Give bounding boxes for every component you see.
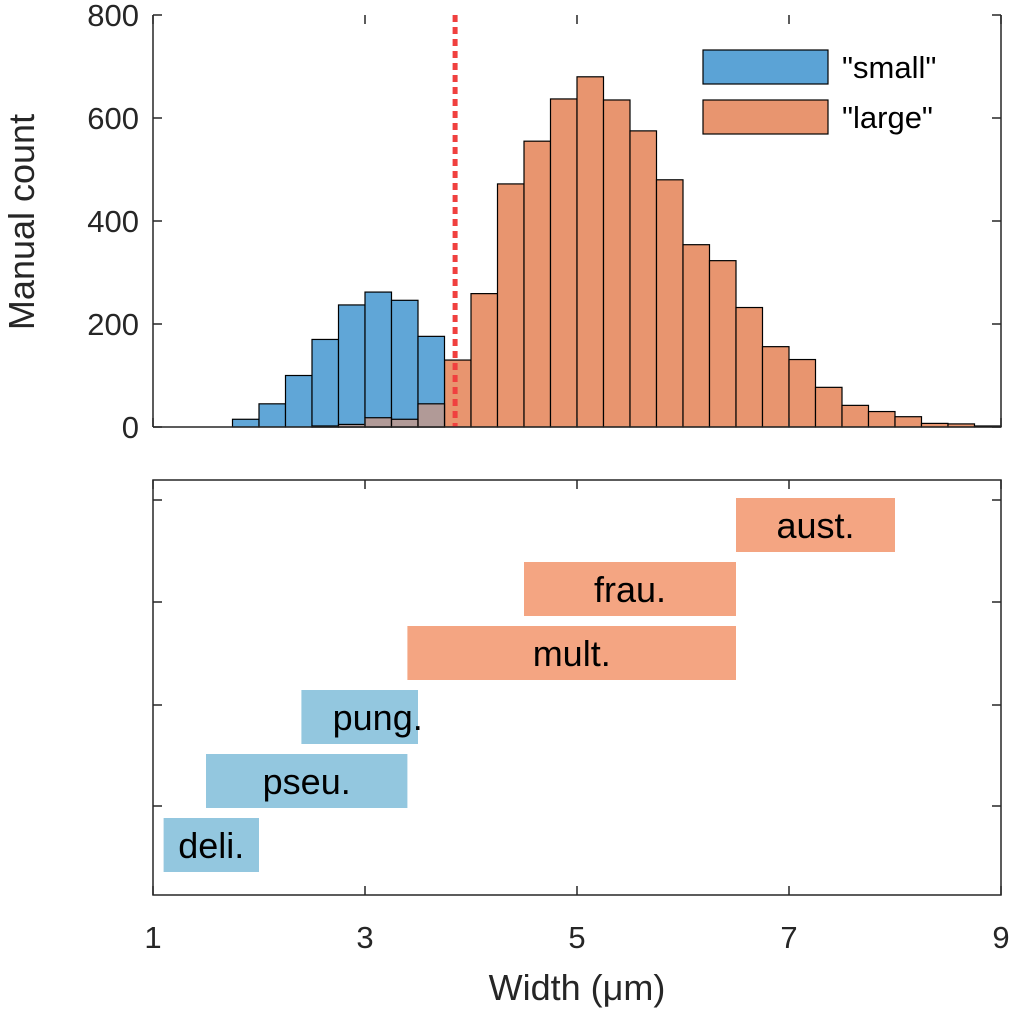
x-axis-label: Width (μm) (489, 967, 666, 1008)
large-bar (602, 99, 631, 428)
range-bar (524, 562, 736, 616)
y-tick-label: 0 (122, 410, 139, 445)
large-overlap-bar (417, 403, 446, 428)
small-bar (364, 291, 393, 428)
range-label: mult. (533, 633, 611, 674)
x-tick-label: 5 (568, 920, 585, 955)
large-overlap-bar (364, 417, 393, 428)
range-bar (206, 754, 408, 808)
large-bar (629, 130, 658, 428)
large-bar (867, 410, 896, 428)
large-bars (311, 76, 1002, 428)
small-bar (231, 418, 260, 428)
legend-label: "large" (842, 100, 933, 135)
large-bar (549, 98, 578, 428)
large-bar (735, 306, 764, 428)
x-tick-label: 1 (144, 920, 161, 955)
range-label: frau. (594, 569, 666, 610)
legend-swatch (702, 49, 829, 85)
small-bar (311, 338, 340, 428)
range-bar (407, 626, 736, 680)
range-label: pung. (333, 697, 423, 738)
small-bar (337, 304, 366, 428)
range-label: deli. (178, 825, 244, 866)
large-bar (470, 293, 499, 428)
range-bar (301, 690, 418, 744)
large-bar (682, 244, 711, 428)
y-tick-label: 400 (87, 204, 139, 239)
range-label: aust. (776, 505, 854, 546)
large-bar (496, 183, 525, 428)
legend-label: "small" (842, 50, 936, 85)
y-tick-label: 600 (87, 101, 139, 136)
histogram-axes: 0 200 400 600 800 (87, 0, 1002, 445)
range-bar (163, 818, 259, 872)
large-bar (523, 140, 552, 428)
large-bar (841, 404, 870, 428)
small-bars (231, 291, 446, 428)
large-bar (708, 260, 737, 428)
range-label: pseu. (263, 761, 351, 802)
species-ranges: deli. pseu. pung. mult. frau. aust. (163, 498, 895, 872)
y-tick-label: 200 (87, 307, 139, 342)
small-bar (258, 403, 287, 428)
y-axis-label: Manual count (1, 114, 42, 330)
histogram-panel: 0 200 400 600 800 "small" "large" Manual coun… (1, 0, 1002, 445)
large-bar (443, 359, 472, 428)
legend-swatch (702, 99, 829, 135)
y-tick-label: 800 (87, 0, 139, 33)
range-axes: 1 3 5 7 9 (144, 479, 1010, 955)
large-overlap-bar (390, 418, 419, 428)
x-tick-label: 7 (780, 920, 797, 955)
range-bar (736, 498, 895, 552)
large-bar (814, 386, 843, 428)
large-bar (894, 416, 923, 428)
small-bar (390, 299, 419, 428)
legend: "small" "large" (702, 49, 936, 135)
small-bar (284, 374, 313, 428)
range-panel: deli. pseu. pung. mult. frau. aust. 1 3 5 7 9 Wid… (144, 479, 1010, 1008)
large-bar (788, 358, 817, 428)
x-tick-label: 3 (356, 920, 373, 955)
large-bar (761, 346, 790, 428)
large-bar (655, 179, 684, 428)
large-bar (576, 76, 605, 428)
x-tick-label: 9 (992, 920, 1009, 955)
